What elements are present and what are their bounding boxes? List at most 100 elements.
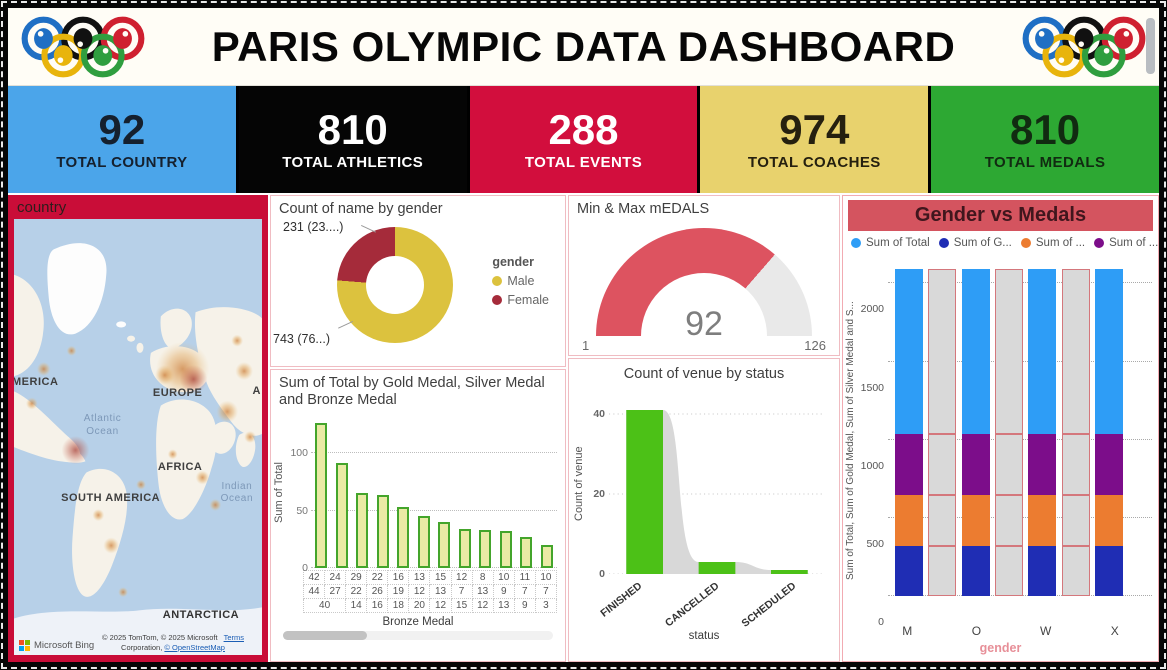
column-slot — [992, 269, 1025, 596]
bar-slot — [475, 530, 496, 569]
y-tick-label: 0 — [599, 568, 605, 580]
legend-item[interactable]: Sum of ... — [1020, 237, 1085, 249]
gender-donut[interactable] — [337, 226, 453, 343]
ghost-segment[interactable] — [928, 433, 957, 496]
header-scrollbar[interactable] — [1146, 18, 1155, 74]
map-attribution: © 2025 TomTom, © 2025 Microsoft Terms Cor… — [88, 633, 258, 653]
openstreetmap-link[interactable]: © OpenStreetMap — [164, 642, 225, 652]
axis-cell: 10 — [534, 570, 558, 586]
medal-bar-2[interactable] — [335, 463, 348, 569]
axis-cell: 40 — [302, 598, 347, 614]
kpi-card-total-events[interactable]: 288 TOTAL EVENTS — [469, 86, 698, 193]
segment-sumoftotal[interactable] — [961, 269, 990, 434]
stacked-column-m[interactable] — [894, 269, 923, 596]
y-tick-label: 500 — [866, 537, 884, 550]
medal-bar-5[interactable] — [397, 507, 410, 569]
segment-sumoftotal[interactable] — [1028, 269, 1057, 434]
segment-sumofg[interactable] — [894, 546, 923, 596]
scrollbar-thumb[interactable] — [283, 631, 367, 641]
world-heat-map[interactable]: MERICA EUROPE AFRICA SOUTH AMERICA ANTAR… — [14, 219, 262, 655]
venue-bar-cancelled[interactable] — [698, 562, 736, 574]
medal-bar-6[interactable] — [417, 516, 430, 569]
ghost-segment[interactable] — [928, 546, 957, 596]
kpi-card-total-country[interactable]: 92 TOTAL COUNTRY — [8, 86, 236, 193]
medal-bar-3[interactable] — [356, 493, 369, 569]
x-category-slot — [925, 624, 960, 638]
medal-bar-7[interactable] — [438, 522, 451, 569]
terms-link[interactable]: Terms — [223, 632, 244, 642]
axis-cell: 9 — [513, 598, 536, 614]
segment-sumoftotal[interactable] — [1095, 269, 1124, 434]
axis-cell: 11 — [513, 570, 536, 586]
ghost-segment[interactable] — [1061, 433, 1090, 496]
kpi-card-total-coaches[interactable]: 974 TOTAL COACHES — [700, 86, 929, 193]
venue-bar-finished[interactable] — [626, 410, 663, 574]
ghost-segment[interactable] — [928, 269, 957, 434]
ghost-segment[interactable] — [994, 269, 1023, 434]
medal-bar-panel: Sum of Total by Gold Medal, Silver Medal… — [270, 369, 566, 662]
gauge-arc[interactable] — [596, 227, 812, 336]
stacked-column-x[interactable] — [1095, 269, 1124, 596]
segment-sumof[interactable] — [1095, 495, 1124, 546]
ghost-segment[interactable] — [1061, 269, 1090, 434]
medal-bar-10[interactable] — [499, 531, 512, 569]
page-title: PARIS OLYMPIC DATA DASHBOARD — [211, 22, 956, 70]
stacked-x-axis-title: gender — [979, 641, 1022, 655]
ghost-column[interactable] — [928, 269, 957, 596]
medal-bar-4[interactable] — [376, 494, 389, 569]
stacked-column-w[interactable] — [1028, 269, 1057, 596]
segment-sumofg[interactable] — [1028, 546, 1057, 596]
kpi-card-total-medals[interactable]: 810 TOTAL MEDALS — [931, 86, 1159, 193]
bar-slot — [496, 531, 517, 569]
legend-item[interactable]: Sum of Total — [851, 237, 930, 249]
venue-area-shape — [626, 410, 808, 574]
gauge-chart: 92 — [596, 227, 812, 343]
y-tick-label: 1000 — [860, 459, 884, 472]
bar-slot — [516, 537, 537, 569]
stacked-column-o[interactable] — [961, 269, 990, 596]
stacked-legend: Sum of Total Sum of G... Sum of ... Sum of … — [843, 233, 1158, 256]
segment-sumofg[interactable] — [961, 546, 990, 596]
medal-bar-8[interactable] — [458, 529, 471, 569]
horizontal-scrollbar[interactable] — [283, 631, 553, 641]
venue-bar-scheduled[interactable] — [771, 570, 808, 574]
segment-sumofg[interactable] — [1095, 546, 1124, 596]
gauge-panel: Min & Max mEDALS 92 1 126 — [568, 195, 840, 356]
stacked-yticks: 0 500 1000 1500 2000 — [858, 260, 888, 628]
kpi-card-total-athletics[interactable]: 810 TOTAL ATHLETICS — [238, 86, 467, 193]
axis-cell: 13 — [492, 598, 515, 614]
ghost-segment[interactable] — [928, 495, 957, 546]
ghost-segment[interactable] — [994, 546, 1023, 596]
segment-sumof[interactable] — [961, 495, 990, 546]
ghost-segment[interactable] — [1061, 546, 1090, 596]
segment-sumof[interactable] — [1095, 433, 1124, 496]
ghost-column[interactable] — [994, 269, 1023, 596]
ghost-column[interactable] — [1061, 269, 1090, 596]
kpi-value: 92 — [98, 105, 146, 153]
medal-bar-11[interactable] — [520, 537, 533, 569]
medal-bar-12[interactable] — [540, 545, 553, 569]
ghost-segment[interactable] — [1061, 495, 1090, 546]
segment-sumoftotal[interactable] — [894, 269, 923, 434]
kpi-value: 810 — [1010, 105, 1081, 153]
legend-item-label: Male — [507, 274, 535, 289]
bar-slot — [373, 494, 394, 569]
segment-sumof[interactable] — [894, 433, 923, 496]
legend-item[interactable]: Sum of G... — [938, 237, 1012, 249]
donut-chart-title: Count of name by gender — [279, 201, 443, 217]
legend-item-female[interactable]: Female — [492, 293, 549, 307]
x-category-label: CANCELLED — [662, 580, 722, 630]
kpi-label: TOTAL ATHLETICS — [282, 153, 424, 171]
segment-sumof[interactable] — [961, 433, 990, 496]
axis-cell: 44 — [302, 584, 326, 600]
legend-item[interactable]: Sum of ... — [1094, 237, 1158, 249]
ghost-segment[interactable] — [994, 433, 1023, 496]
segment-sumof[interactable] — [894, 495, 923, 546]
segment-sumof[interactable] — [1028, 495, 1057, 546]
ghost-segment[interactable] — [994, 495, 1023, 546]
medal-bar-9[interactable] — [479, 530, 492, 569]
kpi-label: TOTAL COACHES — [747, 153, 881, 171]
legend-item-male[interactable]: Male — [492, 274, 549, 288]
segment-sumof[interactable] — [1028, 433, 1057, 496]
medal-bar-1[interactable] — [315, 422, 328, 569]
